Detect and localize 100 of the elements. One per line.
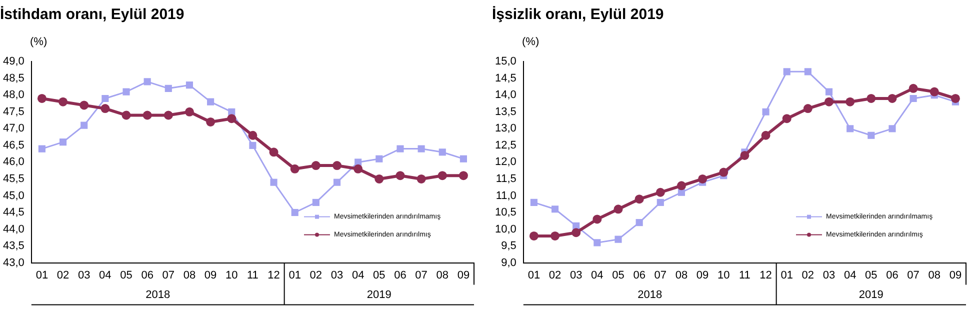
point [80, 122, 88, 129]
point [164, 84, 172, 92]
x-tick-label: 05 [373, 269, 386, 282]
point [592, 214, 602, 224]
point [80, 100, 89, 110]
y-axis-title: (%) [30, 36, 48, 48]
point [354, 164, 363, 174]
text: 2018 [146, 288, 170, 301]
point [636, 219, 643, 226]
x-tick-label: 04 [99, 269, 112, 282]
y-tick-label: 10,5 [494, 206, 516, 219]
x-tick-label: 06 [633, 269, 646, 282]
point [59, 138, 67, 146]
x-tick-label: 11 [246, 269, 258, 282]
y-tick-label: 12,0 [494, 156, 516, 168]
x-tick-label: 07 [654, 269, 667, 282]
point [396, 171, 405, 180]
x-tick-label: 06 [394, 269, 406, 282]
x-tick-label: 07 [907, 269, 920, 282]
point [529, 231, 538, 240]
point [888, 125, 896, 132]
point [144, 78, 151, 86]
y-tick-label: 13,5 [494, 106, 516, 118]
x-tick-label: 02 [548, 269, 562, 282]
chart-title: İstihdam oranı, Eylül 2019 [0, 6, 184, 23]
y-tick-label: 46,0 [2, 156, 24, 168]
y-tick-label: 9,5 [501, 240, 516, 252]
x-tick-label: 06 [886, 269, 898, 282]
point [719, 168, 728, 177]
point [416, 174, 426, 184]
point [825, 88, 833, 96]
point [594, 239, 601, 246]
chart-title: İşsizlik oranı, Eylül 2019 [492, 6, 664, 23]
point [269, 148, 278, 157]
y-tick-label: 10,0 [494, 223, 516, 236]
point [824, 97, 834, 106]
y-tick-label: 12,5 [494, 139, 516, 152]
y-tick-label: 45,0 [2, 190, 24, 202]
x-tick-label: 04 [591, 269, 604, 282]
point [762, 108, 770, 116]
point [804, 68, 812, 76]
point [376, 155, 383, 162]
point [206, 117, 216, 126]
point [290, 164, 300, 174]
y-tick-label: 43,0 [2, 256, 24, 269]
x-tick-label: 01 [780, 269, 793, 282]
point [930, 87, 939, 96]
x-tick-label: 04 [844, 269, 856, 282]
x-tick-label: 07 [415, 269, 428, 282]
y-tick-label: 11,0 [496, 190, 516, 202]
point [888, 94, 897, 103]
point [227, 114, 236, 124]
point [530, 198, 538, 206]
x-tick-label: 09 [949, 269, 962, 282]
point [100, 104, 110, 114]
y-tick-label: 48,5 [2, 72, 24, 84]
point [396, 145, 404, 152]
x-tick-label: 01 [36, 269, 48, 282]
point [761, 130, 770, 140]
point [634, 194, 644, 204]
point [656, 188, 665, 197]
point [38, 145, 46, 152]
point [458, 171, 468, 180]
point [866, 94, 876, 103]
x-tick-label: 09 [457, 269, 470, 282]
y-tick-label: 44,5 [2, 206, 24, 219]
y-tick-label: 46,5 [2, 139, 24, 152]
point [270, 178, 278, 186]
point [249, 142, 256, 149]
y-tick-label: 49,0 [2, 56, 24, 68]
point [803, 104, 812, 114]
y-tick-label: 47,0 [2, 122, 24, 135]
point [164, 110, 173, 120]
point [438, 148, 446, 156]
x-tick-label: 03 [330, 269, 344, 282]
x-tick-label: 09 [696, 269, 709, 282]
x-tick-label: 08 [436, 269, 449, 282]
point [122, 88, 130, 96]
y-tick-label: 15,0 [494, 56, 516, 68]
point [846, 97, 855, 106]
point [868, 132, 875, 139]
point [614, 236, 622, 243]
point [572, 228, 581, 238]
point [122, 110, 131, 120]
point [374, 174, 384, 184]
x-tick-label: 03 [570, 269, 582, 282]
point [550, 231, 560, 240]
point [142, 110, 152, 120]
point [184, 107, 194, 116]
point [908, 84, 918, 93]
x-tick-label: 02 [56, 269, 70, 282]
x-tick-label: 09 [204, 269, 217, 282]
text: 2019 [366, 288, 392, 301]
point [438, 171, 447, 180]
x-tick-label: 12 [760, 269, 772, 282]
point [311, 161, 320, 170]
point [186, 82, 194, 89]
point [910, 94, 917, 102]
x-tick-label: 05 [120, 269, 132, 282]
x-tick-label: 02 [802, 269, 814, 282]
